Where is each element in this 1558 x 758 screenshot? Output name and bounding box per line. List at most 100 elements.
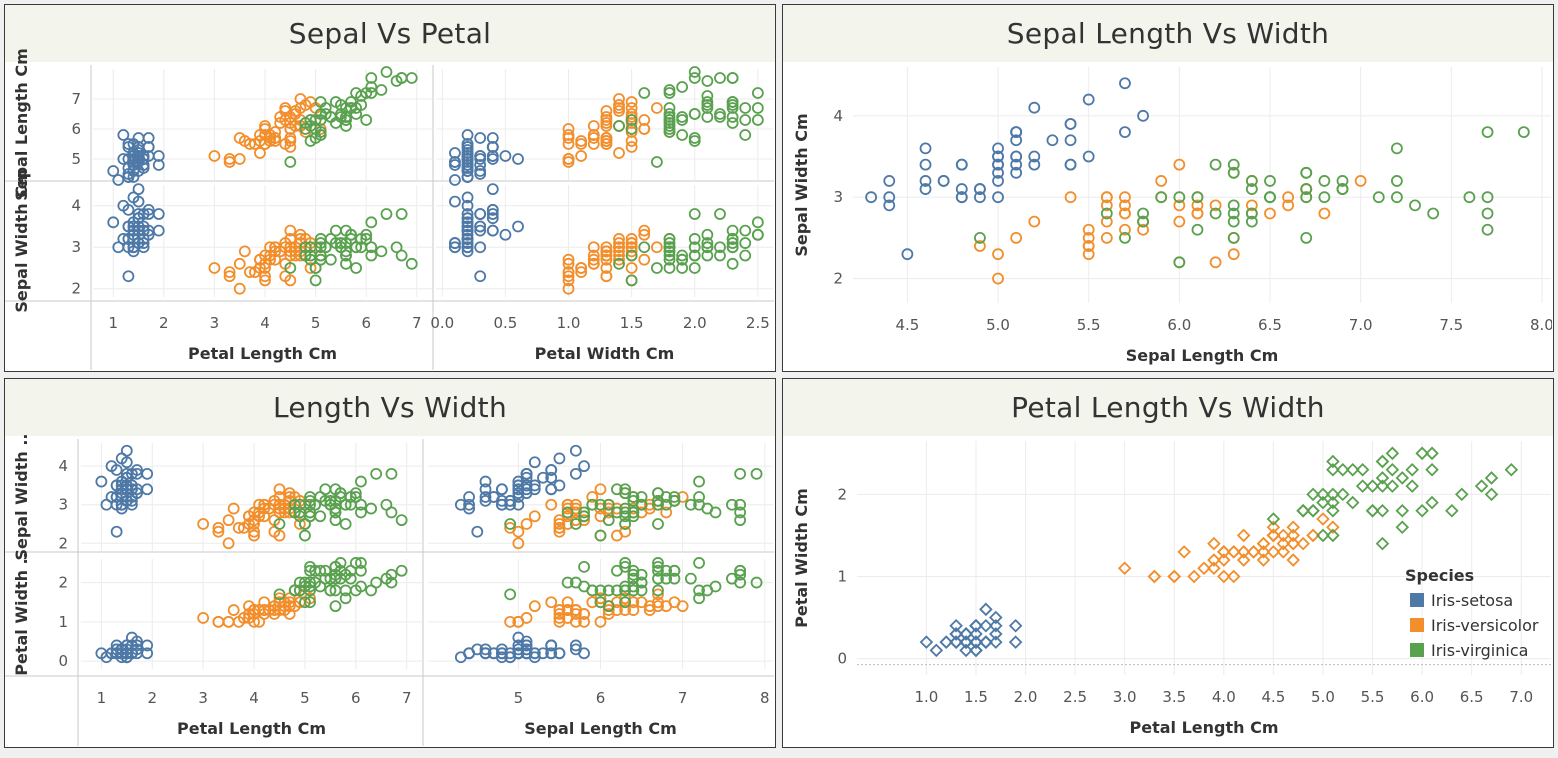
data-point[interactable]: [222, 514, 235, 527]
data-point[interactable]: [1425, 446, 1439, 461]
data-point[interactable]: [120, 647, 133, 660]
data-point[interactable]: [1119, 126, 1131, 139]
data-point[interactable]: [375, 84, 388, 96]
data-point[interactable]: [1227, 166, 1240, 179]
data-point[interactable]: [562, 253, 575, 266]
data-point[interactable]: [496, 494, 508, 507]
data-point[interactable]: [461, 224, 474, 237]
data-point[interactable]: [587, 132, 600, 144]
data-point[interactable]: [1119, 223, 1131, 236]
data-point[interactable]: [561, 576, 574, 589]
data-point[interactable]: [688, 233, 701, 245]
data-point[interactable]: [486, 150, 499, 162]
data-point[interactable]: [1064, 134, 1077, 147]
data-point[interactable]: [1082, 240, 1095, 252]
data-point[interactable]: [959, 643, 973, 658]
data-point[interactable]: [652, 596, 664, 609]
data-point[interactable]: [575, 266, 588, 279]
data-point[interactable]: [1481, 223, 1494, 236]
data-point[interactable]: [625, 96, 638, 108]
data-point[interactable]: [1276, 528, 1291, 543]
data-point[interactable]: [512, 153, 524, 165]
data-point[interactable]: [594, 529, 607, 542]
data-point[interactable]: [1119, 77, 1131, 90]
data-point[interactable]: [142, 132, 155, 144]
data-point[interactable]: [1256, 545, 1271, 559]
data-point[interactable]: [1354, 175, 1367, 187]
data-point[interactable]: [1155, 175, 1168, 187]
data-point[interactable]: [575, 150, 588, 162]
data-point[interactable]: [668, 491, 681, 503]
data-point[interactable]: [901, 248, 914, 261]
data-point[interactable]: [676, 129, 689, 141]
data-point[interactable]: [701, 90, 714, 102]
data-point[interactable]: [734, 568, 747, 581]
data-point[interactable]: [553, 452, 566, 465]
data-point[interactable]: [600, 132, 613, 144]
data-point[interactable]: [613, 120, 625, 132]
data-point[interactable]: [613, 237, 625, 249]
data-point[interactable]: [254, 147, 266, 159]
data-point[interactable]: [1137, 207, 1149, 220]
data-point[interactable]: [949, 635, 963, 649]
data-point[interactable]: [1217, 553, 1231, 567]
data-point[interactable]: [520, 471, 533, 484]
data-point[interactable]: [625, 114, 638, 126]
data-point[interactable]: [553, 604, 566, 616]
data-point[interactable]: [127, 228, 140, 241]
data-point[interactable]: [461, 220, 474, 233]
data-point[interactable]: [1484, 487, 1499, 502]
data-point[interactable]: [1173, 256, 1186, 269]
data-point[interactable]: [449, 147, 461, 159]
data-point[interactable]: [340, 257, 352, 270]
data-point[interactable]: [619, 580, 632, 593]
data-point[interactable]: [463, 491, 475, 503]
data-point[interactable]: [132, 183, 145, 196]
data-point[interactable]: [1177, 545, 1191, 559]
data-point[interactable]: [141, 483, 154, 496]
data-point[interactable]: [1454, 487, 1469, 502]
data-point[interactable]: [259, 257, 271, 270]
data-point[interactable]: [1173, 158, 1186, 171]
data-point[interactable]: [350, 241, 363, 254]
data-point[interactable]: [461, 228, 474, 241]
data-point[interactable]: [663, 102, 676, 114]
data-point[interactable]: [663, 253, 676, 266]
data-point[interactable]: [1306, 528, 1320, 543]
data-point[interactable]: [625, 141, 638, 153]
data-point[interactable]: [115, 491, 128, 503]
data-point[interactable]: [273, 518, 286, 530]
data-point[interactable]: [370, 576, 383, 589]
data-point[interactable]: [449, 156, 461, 168]
data-point[interactable]: [1390, 191, 1403, 204]
data-point[interactable]: [449, 174, 461, 186]
data-point[interactable]: [1481, 126, 1494, 139]
data-point[interactable]: [127, 153, 140, 165]
data-point[interactable]: [714, 208, 726, 220]
data-point[interactable]: [989, 618, 1003, 633]
data-point[interactable]: [1137, 109, 1149, 122]
data-point[interactable]: [1415, 446, 1429, 461]
data-point[interactable]: [1375, 536, 1390, 551]
data-point[interactable]: [248, 518, 260, 530]
data-point[interactable]: [1326, 462, 1340, 477]
data-point[interactable]: [340, 237, 352, 249]
data-point[interactable]: [120, 467, 133, 480]
data-point[interactable]: [1300, 166, 1313, 179]
data-point[interactable]: [1008, 618, 1023, 633]
data-point[interactable]: [299, 518, 311, 530]
data-point[interactable]: [587, 253, 600, 266]
data-point[interactable]: [329, 506, 342, 519]
data-point[interactable]: [989, 627, 1003, 641]
data-point[interactable]: [288, 584, 301, 597]
data-point[interactable]: [1010, 158, 1023, 171]
data-point[interactable]: [1028, 101, 1041, 114]
data-point[interactable]: [1137, 215, 1149, 228]
legend-swatch[interactable]: [1410, 643, 1424, 657]
data-point[interactable]: [959, 627, 973, 641]
data-point[interactable]: [600, 262, 613, 274]
data-point[interactable]: [562, 153, 575, 165]
data-point[interactable]: [449, 237, 461, 249]
data-point[interactable]: [1256, 536, 1271, 551]
data-point[interactable]: [726, 117, 739, 129]
